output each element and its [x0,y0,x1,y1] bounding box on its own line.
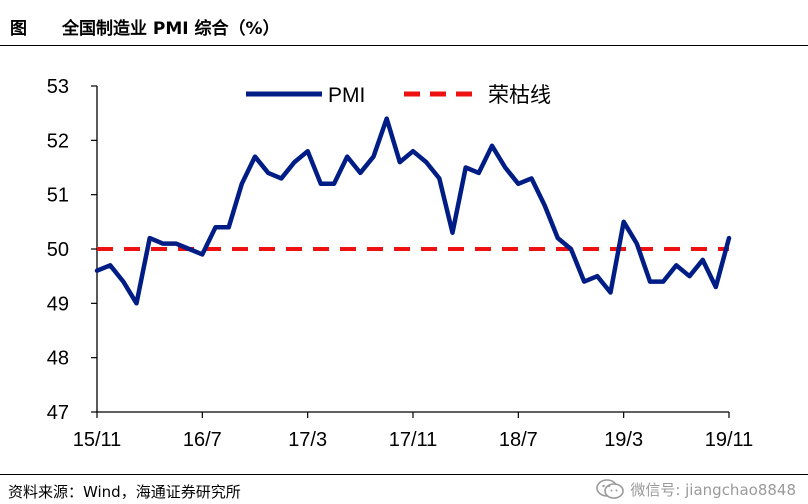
y-axis-ticks: 47 48 49 50 51 52 53 [47,76,97,424]
x-tick-label: 16/7 [183,429,222,451]
x-tick-label: 17/3 [288,429,327,451]
x-tick-label: 15/11 [73,429,122,451]
x-tick-label: 19/3 [604,429,643,451]
chart-title: 全国制造业 PMI 综合（%） [62,19,280,39]
watermark: 微信号: jiangchao8848 [595,478,796,500]
pmi-line-chart: 47 48 49 50 51 52 53 15/11 16/7 17/3 17/11 18/7 19/… [47,76,754,451]
y-tick-label: 49 [47,293,69,315]
legend: PMI 荣枯线 [246,84,551,107]
chart-header: 图 全国制造业 PMI 综合（%） [0,0,808,46]
legend-label-pmi: PMI [328,84,365,107]
y-tick-label: 47 [47,402,69,424]
y-tick-label: 50 [47,239,69,261]
series-layer [94,116,732,306]
y-tick-label: 48 [47,348,69,370]
wechat-icon [596,479,625,499]
chart-footer: 资料来源：Wind，海通证券研究所 微信号: jiangchao8848 [0,474,808,504]
y-tick-label: 53 [47,76,69,98]
figure-label: 图 [10,19,27,39]
x-tick-label: 19/11 [705,429,754,451]
x-tick-label: 17/11 [389,429,438,451]
x-axis-ticks: 15/11 16/7 17/3 17/11 18/7 19/3 19/11 [73,412,754,451]
watermark-text: 微信号: jiangchao8848 [630,480,796,499]
y-tick-label: 52 [47,130,69,152]
y-tick-label: 51 [47,185,69,207]
source-note: 资料来源：Wind，海通证券研究所 [8,483,241,501]
x-tick-label: 18/7 [499,429,538,451]
legend-label-threshold: 荣枯线 [488,84,551,107]
series-line-pmi [94,116,732,306]
